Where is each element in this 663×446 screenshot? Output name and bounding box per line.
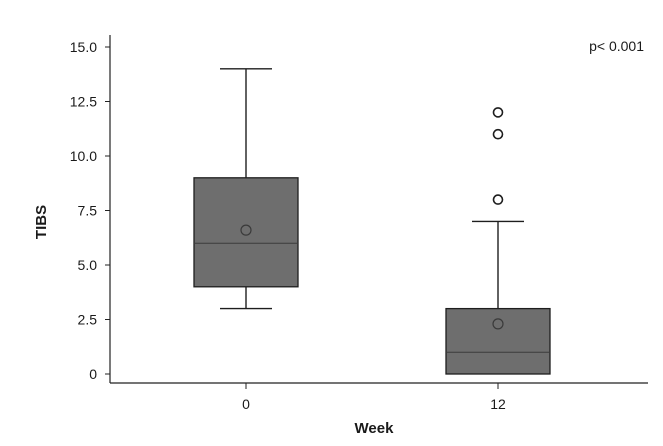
iqr-box — [445, 307, 551, 375]
box-group-week-12 — [445, 107, 551, 375]
boxes-group — [193, 68, 551, 375]
axes — [109, 35, 648, 384]
y-axis-title: TIBS — [33, 205, 50, 239]
y-tick-label: 7.5 — [78, 203, 98, 219]
y-tick-group: 0 2.5 5.0 7.5 10.0 12.5 15.0 — [70, 39, 110, 382]
y-tick-label: 0 — [89, 366, 97, 382]
x-tick-label: 12 — [490, 396, 506, 412]
outlier-point — [492, 194, 504, 205]
y-tick-label: 10.0 — [70, 148, 97, 164]
y-tick-label: 15.0 — [70, 39, 97, 55]
outlier-point — [492, 128, 504, 140]
y-tick-label: 5.0 — [78, 257, 98, 273]
x-tick-label: 0 — [242, 396, 250, 412]
y-tick-label: 2.5 — [78, 312, 98, 328]
x-tick-group: 0 12 — [242, 383, 506, 412]
outlier-point — [492, 107, 504, 118]
x-axis-title: Week — [355, 420, 395, 437]
iqr-box — [193, 177, 299, 288]
box-group-week-0 — [193, 68, 299, 310]
mean-marker — [492, 318, 504, 330]
mean-marker — [240, 224, 252, 236]
y-tick-label: 12.5 — [70, 94, 97, 110]
p-value-annotation: p< 0.001 — [589, 38, 644, 54]
